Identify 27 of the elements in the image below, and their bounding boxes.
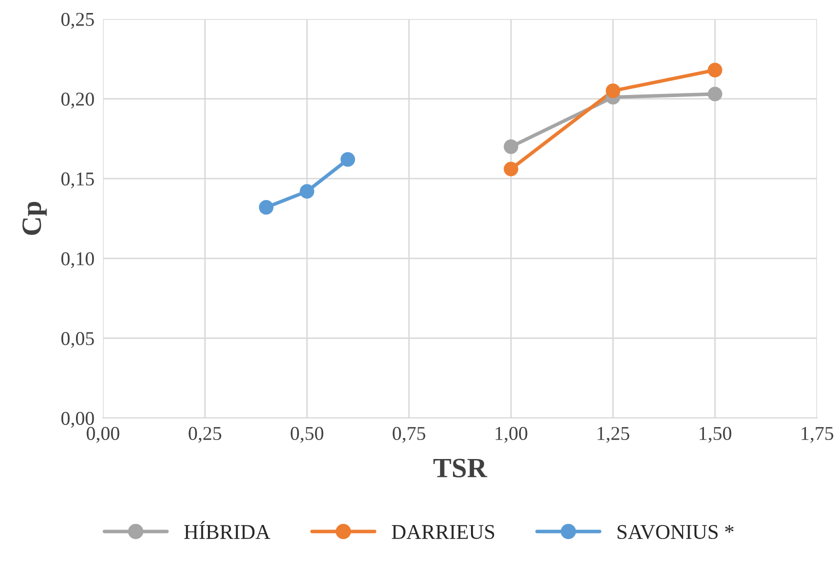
y-tick-label: 0,05	[61, 332, 94, 348]
y-tick-label: 0,10	[61, 252, 94, 268]
y-tick-label: 0,00	[61, 412, 94, 428]
legend-label: DARRIEUS	[392, 525, 494, 540]
point	[708, 62, 722, 78]
x-axis-title: TSR	[433, 458, 488, 478]
x-tick-label: 0,50	[290, 426, 324, 443]
legend-label: SAVONIUS *	[618, 525, 734, 540]
y-tick-label: 0,20	[61, 92, 94, 109]
legend-label: HÍBRIDA	[184, 520, 270, 539]
x-tick-label: 0,25	[188, 426, 222, 443]
y-tick-label: 0,25	[61, 12, 94, 29]
x-tick-label: 1,00	[496, 426, 528, 443]
point	[606, 84, 620, 98]
point	[258, 200, 274, 215]
x-tick-label: 0,75	[392, 426, 426, 443]
x-tick-label: 0,00	[86, 426, 120, 443]
point	[504, 139, 518, 154]
y-axis-title: Cp	[22, 202, 47, 235]
point	[300, 184, 314, 199]
x-tick-label: 1,75	[802, 426, 834, 443]
point	[340, 152, 356, 167]
point	[504, 162, 518, 176]
x-tick-label: 1,25	[598, 426, 630, 443]
x-tick-label: 1,50	[700, 426, 732, 443]
point	[708, 86, 722, 102]
y-tick-label: 0,15	[61, 172, 94, 188]
